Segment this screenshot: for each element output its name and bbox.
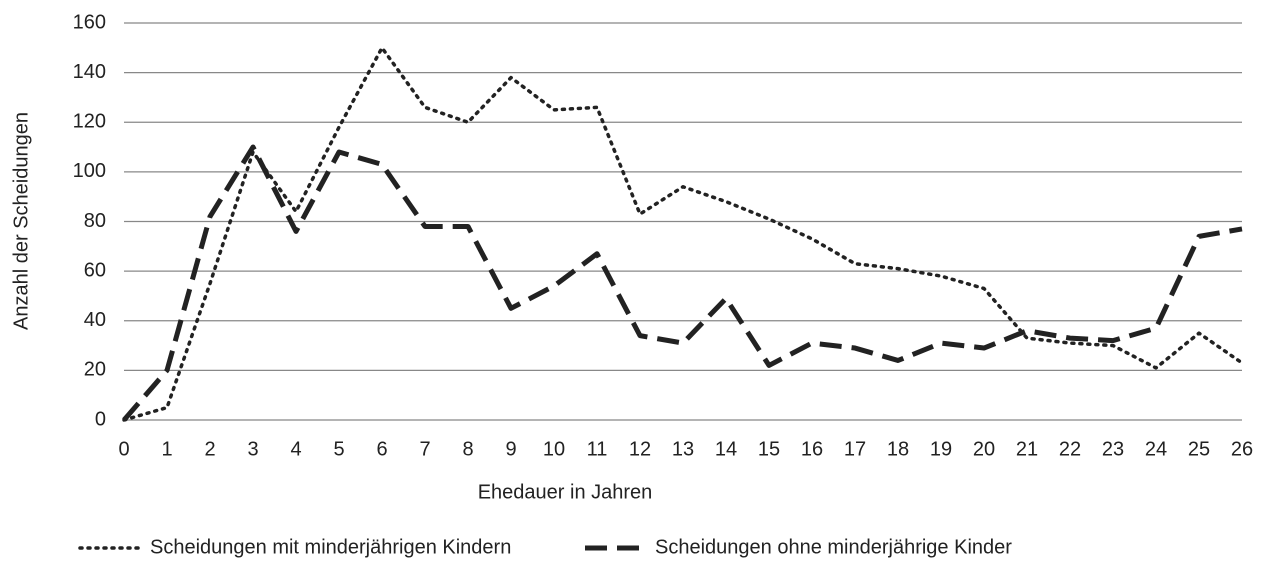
x-tick-label: 6	[376, 438, 387, 460]
legend-label: Scheidungen mit minderjährigen Kindern	[150, 536, 511, 558]
x-tick-label: 8	[462, 438, 473, 460]
x-tick-label: 17	[844, 438, 866, 460]
x-tick-label: 3	[247, 438, 258, 460]
legend-label: Scheidungen ohne minderjährige Kinder	[655, 536, 1012, 558]
y-tick-label: 140	[73, 61, 106, 83]
y-tick-label: 120	[73, 111, 106, 133]
y-tick-label: 160	[73, 11, 106, 33]
x-tick-label: 7	[419, 438, 430, 460]
x-tick-label: 10	[543, 438, 565, 460]
x-tick-label: 26	[1231, 438, 1253, 460]
x-tick-label: 13	[672, 438, 694, 460]
x-tick-label: 15	[758, 438, 780, 460]
y-tick-label: 20	[84, 359, 106, 381]
y-axis-title: Anzahl der Scheidungen	[10, 112, 32, 330]
y-tick-label: 40	[84, 309, 106, 331]
x-tick-label: 16	[801, 438, 823, 460]
x-tick-label: 21	[1016, 438, 1038, 460]
x-tick-label: 12	[629, 438, 651, 460]
x-tick-label: 24	[1145, 438, 1167, 460]
x-tick-label: 1	[161, 438, 172, 460]
x-tick-label: 18	[887, 438, 909, 460]
x-tick-label: 5	[333, 438, 344, 460]
line-series	[122, 144, 1243, 422]
x-tick-label: 4	[290, 438, 301, 460]
x-tick-label: 9	[505, 438, 516, 460]
x-tick-label: 14	[715, 438, 737, 460]
line-series	[122, 46, 1244, 422]
x-tick-label: 23	[1102, 438, 1124, 460]
y-tick-label: 100	[73, 160, 106, 182]
y-tick-label: 60	[84, 259, 106, 281]
x-axis-title: Ehedauer in Jahren	[478, 481, 653, 503]
x-tick-label: 2	[204, 438, 215, 460]
x-tick-label: 19	[930, 438, 952, 460]
x-tick-label: 20	[973, 438, 995, 460]
x-tick-label: 25	[1188, 438, 1210, 460]
x-tick-label: 22	[1059, 438, 1081, 460]
y-tick-label: 0	[95, 408, 106, 430]
y-tick-label: 80	[84, 210, 106, 232]
x-tick-label: 0	[118, 438, 129, 460]
x-tick-label: 11	[587, 438, 608, 460]
